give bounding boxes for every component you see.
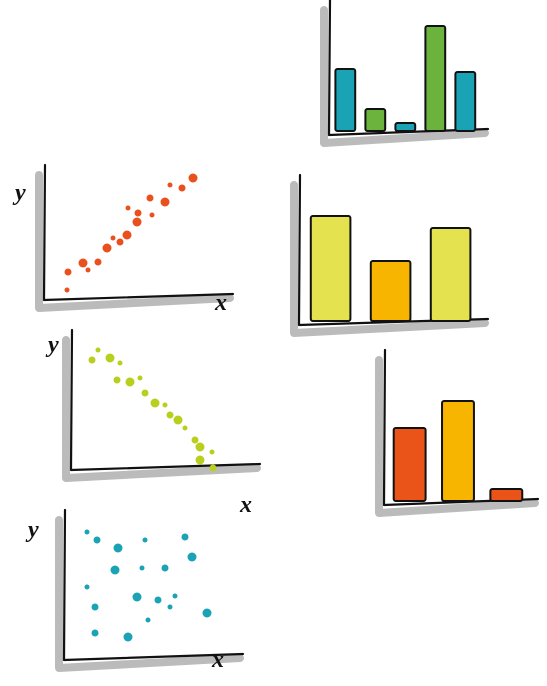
point — [113, 543, 123, 553]
x-axis-label: x — [239, 492, 252, 518]
point — [84, 529, 90, 535]
point — [141, 389, 149, 397]
point — [167, 604, 173, 610]
point — [191, 436, 199, 444]
point — [78, 258, 88, 268]
x-axis-label: x — [211, 647, 224, 673]
bar — [334, 68, 357, 132]
point — [145, 617, 151, 623]
point — [209, 449, 215, 455]
point — [134, 209, 142, 217]
point — [94, 258, 102, 266]
point — [195, 442, 205, 452]
bar — [429, 227, 472, 322]
bar — [394, 122, 417, 132]
point — [187, 552, 197, 562]
x-axis-label: x — [214, 290, 227, 316]
point — [125, 377, 135, 387]
point — [113, 376, 121, 384]
bar — [369, 260, 412, 322]
point — [182, 425, 188, 431]
axis — [42, 163, 235, 302]
point — [181, 533, 189, 541]
bar — [441, 400, 475, 502]
y-axis-label: y — [12, 180, 26, 206]
point — [123, 632, 133, 642]
point — [105, 353, 115, 363]
axis — [69, 328, 262, 472]
point — [161, 564, 169, 572]
point — [110, 565, 120, 575]
point — [195, 455, 205, 465]
point — [178, 184, 186, 192]
point — [154, 596, 162, 604]
point — [64, 287, 70, 293]
point — [132, 592, 142, 602]
point — [84, 584, 90, 590]
point — [173, 415, 183, 425]
y-axis-label: y — [45, 332, 59, 358]
point — [172, 593, 178, 599]
bar — [364, 108, 387, 132]
point — [160, 197, 170, 207]
point — [137, 375, 143, 381]
point — [64, 268, 72, 276]
axis-shadow — [62, 336, 261, 482]
axis-shadow — [320, 6, 489, 147]
point — [122, 230, 132, 240]
point — [139, 565, 145, 571]
axis-shadow — [375, 356, 539, 517]
point — [116, 238, 124, 246]
point — [91, 603, 99, 611]
axis — [297, 173, 490, 327]
point — [167, 182, 173, 188]
point — [91, 629, 99, 637]
point — [117, 360, 123, 366]
point — [209, 464, 217, 472]
axis-shadow — [290, 181, 489, 337]
axis-shadow — [55, 516, 244, 672]
point — [166, 411, 174, 419]
bar — [392, 427, 427, 502]
bar — [309, 215, 352, 322]
axis — [62, 508, 245, 662]
point — [132, 217, 142, 227]
point — [102, 243, 112, 253]
bar — [454, 71, 477, 132]
point — [146, 194, 154, 202]
point — [95, 347, 101, 353]
point — [125, 205, 131, 211]
point — [162, 402, 168, 408]
point — [202, 608, 212, 618]
bar — [424, 25, 447, 132]
bar — [489, 488, 524, 502]
axis — [382, 348, 540, 507]
point — [150, 398, 160, 408]
point — [85, 267, 91, 273]
point — [93, 536, 101, 544]
axis-shadow — [35, 171, 234, 312]
point — [110, 235, 116, 241]
point — [88, 356, 96, 364]
point — [188, 173, 198, 183]
point — [142, 537, 148, 543]
y-axis-label: y — [25, 517, 39, 543]
point — [149, 212, 155, 218]
